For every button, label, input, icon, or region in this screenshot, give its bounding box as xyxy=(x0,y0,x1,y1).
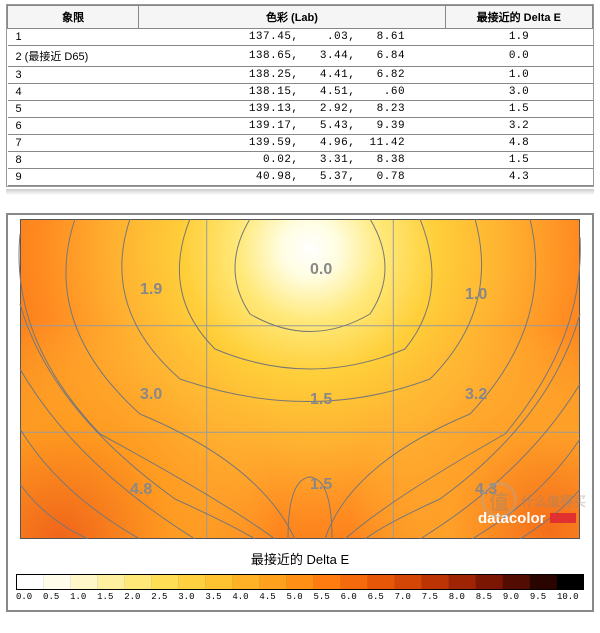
cell-lab: 139.13, 2.92, 8.23 xyxy=(139,101,445,118)
svg-text:4.3: 4.3 xyxy=(475,481,497,498)
chart-frame: 1.9 0.0 1.0 3.0 1.5 3.2 4.8 1.5 4.3 datacolor 最接近… xyxy=(6,213,594,612)
table-row: 7139.59, 4.96, 11.424.8 xyxy=(8,135,593,152)
table-row: 1137.45, .03, 8.611.9 xyxy=(8,29,593,46)
table-row: 9 40.98, 5.37, 0.784.3 xyxy=(8,169,593,186)
svg-text:3.2: 3.2 xyxy=(465,386,487,403)
cell-lab: 0.02, 3.31, 8.38 xyxy=(139,152,445,169)
legend-swatch xyxy=(206,575,233,589)
legend-swatch xyxy=(449,575,476,589)
cell-lab: 139.17, 5.43, 9.39 xyxy=(139,118,445,135)
table-row: 6139.17, 5.43, 9.393.2 xyxy=(8,118,593,135)
cell-lab: 138.15, 4.51, .60 xyxy=(139,84,445,101)
legend-tick: 5.0 xyxy=(286,592,313,602)
th-deltae: 最接近的 Delta E xyxy=(445,6,592,29)
legend-swatch xyxy=(557,575,583,589)
cell-de: 1.9 xyxy=(445,29,592,46)
legend-swatch xyxy=(341,575,368,589)
cell-de: 4.8 xyxy=(445,135,592,152)
cell-idx: 6 xyxy=(8,118,139,135)
color-legend: 0.00.51.01.52.02.53.03.54.04.55.05.56.06… xyxy=(12,574,588,606)
cell-lab: 138.65, 3.44, 6.84 xyxy=(139,46,445,67)
legend-swatch xyxy=(422,575,449,589)
svg-text:1.5: 1.5 xyxy=(310,476,332,493)
legend-tick: 0.5 xyxy=(43,592,70,602)
legend-swatch xyxy=(368,575,395,589)
cell-de: 3.0 xyxy=(445,84,592,101)
svg-text:4.8: 4.8 xyxy=(130,481,152,498)
cell-lab: 139.59, 4.96, 11.42 xyxy=(139,135,445,152)
cell-idx: 4 xyxy=(8,84,139,101)
legend-tick: 9.5 xyxy=(530,592,557,602)
legend-swatch xyxy=(44,575,71,589)
cell-idx: 9 xyxy=(8,169,139,186)
svg-text:datacolor: datacolor xyxy=(478,510,546,527)
legend-swatch xyxy=(260,575,287,589)
table-row: 2 (最接近 D65)138.65, 3.44, 6.840.0 xyxy=(8,46,593,67)
cell-idx: 5 xyxy=(8,101,139,118)
legend-swatch xyxy=(503,575,530,589)
cell-idx: 1 xyxy=(8,29,139,46)
legend-tick: 6.5 xyxy=(368,592,395,602)
lab-table: 象限 色彩 (Lab) 最接近的 Delta E 1137.45, .03, 8… xyxy=(6,4,594,187)
cell-lab: 137.45, .03, 8.61 xyxy=(139,29,445,46)
table-row: 3138.25, 4.41, 6.821.0 xyxy=(8,67,593,84)
cell-de: 0.0 xyxy=(445,46,592,67)
legend-swatch xyxy=(179,575,206,589)
legend-tick: 2.5 xyxy=(151,592,178,602)
legend-tick: 4.0 xyxy=(232,592,259,602)
legend-swatch xyxy=(125,575,152,589)
legend-tick: 5.5 xyxy=(314,592,341,602)
legend-tick: 7.5 xyxy=(422,592,449,602)
legend-tick: 3.0 xyxy=(178,592,205,602)
th-lab: 色彩 (Lab) xyxy=(139,6,445,29)
cell-lab: 138.25, 4.41, 6.82 xyxy=(139,67,445,84)
legend-swatch xyxy=(476,575,503,589)
legend-swatch xyxy=(530,575,557,589)
legend-tick: 7.0 xyxy=(395,592,422,602)
legend-tick: 2.0 xyxy=(124,592,151,602)
legend-swatch xyxy=(287,575,314,589)
contour-plot: 1.9 0.0 1.0 3.0 1.5 3.2 4.8 1.5 4.3 datacolor xyxy=(12,219,588,539)
cell-idx: 7 xyxy=(8,135,139,152)
cell-idx: 8 xyxy=(8,152,139,169)
cell-de: 3.2 xyxy=(445,118,592,135)
cell-de: 4.3 xyxy=(445,169,592,186)
svg-text:0.0: 0.0 xyxy=(310,261,332,278)
legend-tick: 9.0 xyxy=(503,592,530,602)
table-shadow xyxy=(6,189,594,195)
table-row: 4138.15, 4.51, .603.0 xyxy=(8,84,593,101)
legend-swatch xyxy=(152,575,179,589)
cell-de: 1.5 xyxy=(445,101,592,118)
cell-lab: 40.98, 5.37, 0.78 xyxy=(139,169,445,186)
legend-tick: 1.0 xyxy=(70,592,97,602)
legend-swatch xyxy=(314,575,341,589)
svg-text:3.0: 3.0 xyxy=(140,386,162,403)
th-quadrant: 象限 xyxy=(8,6,139,29)
legend-tick: 0.0 xyxy=(16,592,43,602)
legend-tick: 1.5 xyxy=(97,592,124,602)
legend-swatch xyxy=(71,575,98,589)
cell-idx: 2 (最接近 D65) xyxy=(8,46,139,67)
legend-title: 最接近的 Delta E xyxy=(12,549,588,568)
svg-text:1.5: 1.5 xyxy=(310,391,332,408)
svg-text:1.0: 1.0 xyxy=(465,286,487,303)
legend-swatch xyxy=(233,575,260,589)
legend-swatch xyxy=(98,575,125,589)
svg-text:1.9: 1.9 xyxy=(140,281,162,298)
legend-tick: 6.0 xyxy=(341,592,368,602)
legend-swatch xyxy=(395,575,422,589)
legend-tick: 3.5 xyxy=(205,592,232,602)
legend-tick: 10.0 xyxy=(557,592,584,602)
legend-tick: 8.0 xyxy=(449,592,476,602)
cell-de: 1.0 xyxy=(445,67,592,84)
table-row: 5139.13, 2.92, 8.231.5 xyxy=(8,101,593,118)
legend-tick: 8.5 xyxy=(476,592,503,602)
cell-idx: 3 xyxy=(8,67,139,84)
table-row: 8 0.02, 3.31, 8.381.5 xyxy=(8,152,593,169)
legend-tick: 4.5 xyxy=(259,592,286,602)
cell-de: 1.5 xyxy=(445,152,592,169)
legend-swatch xyxy=(17,575,44,589)
